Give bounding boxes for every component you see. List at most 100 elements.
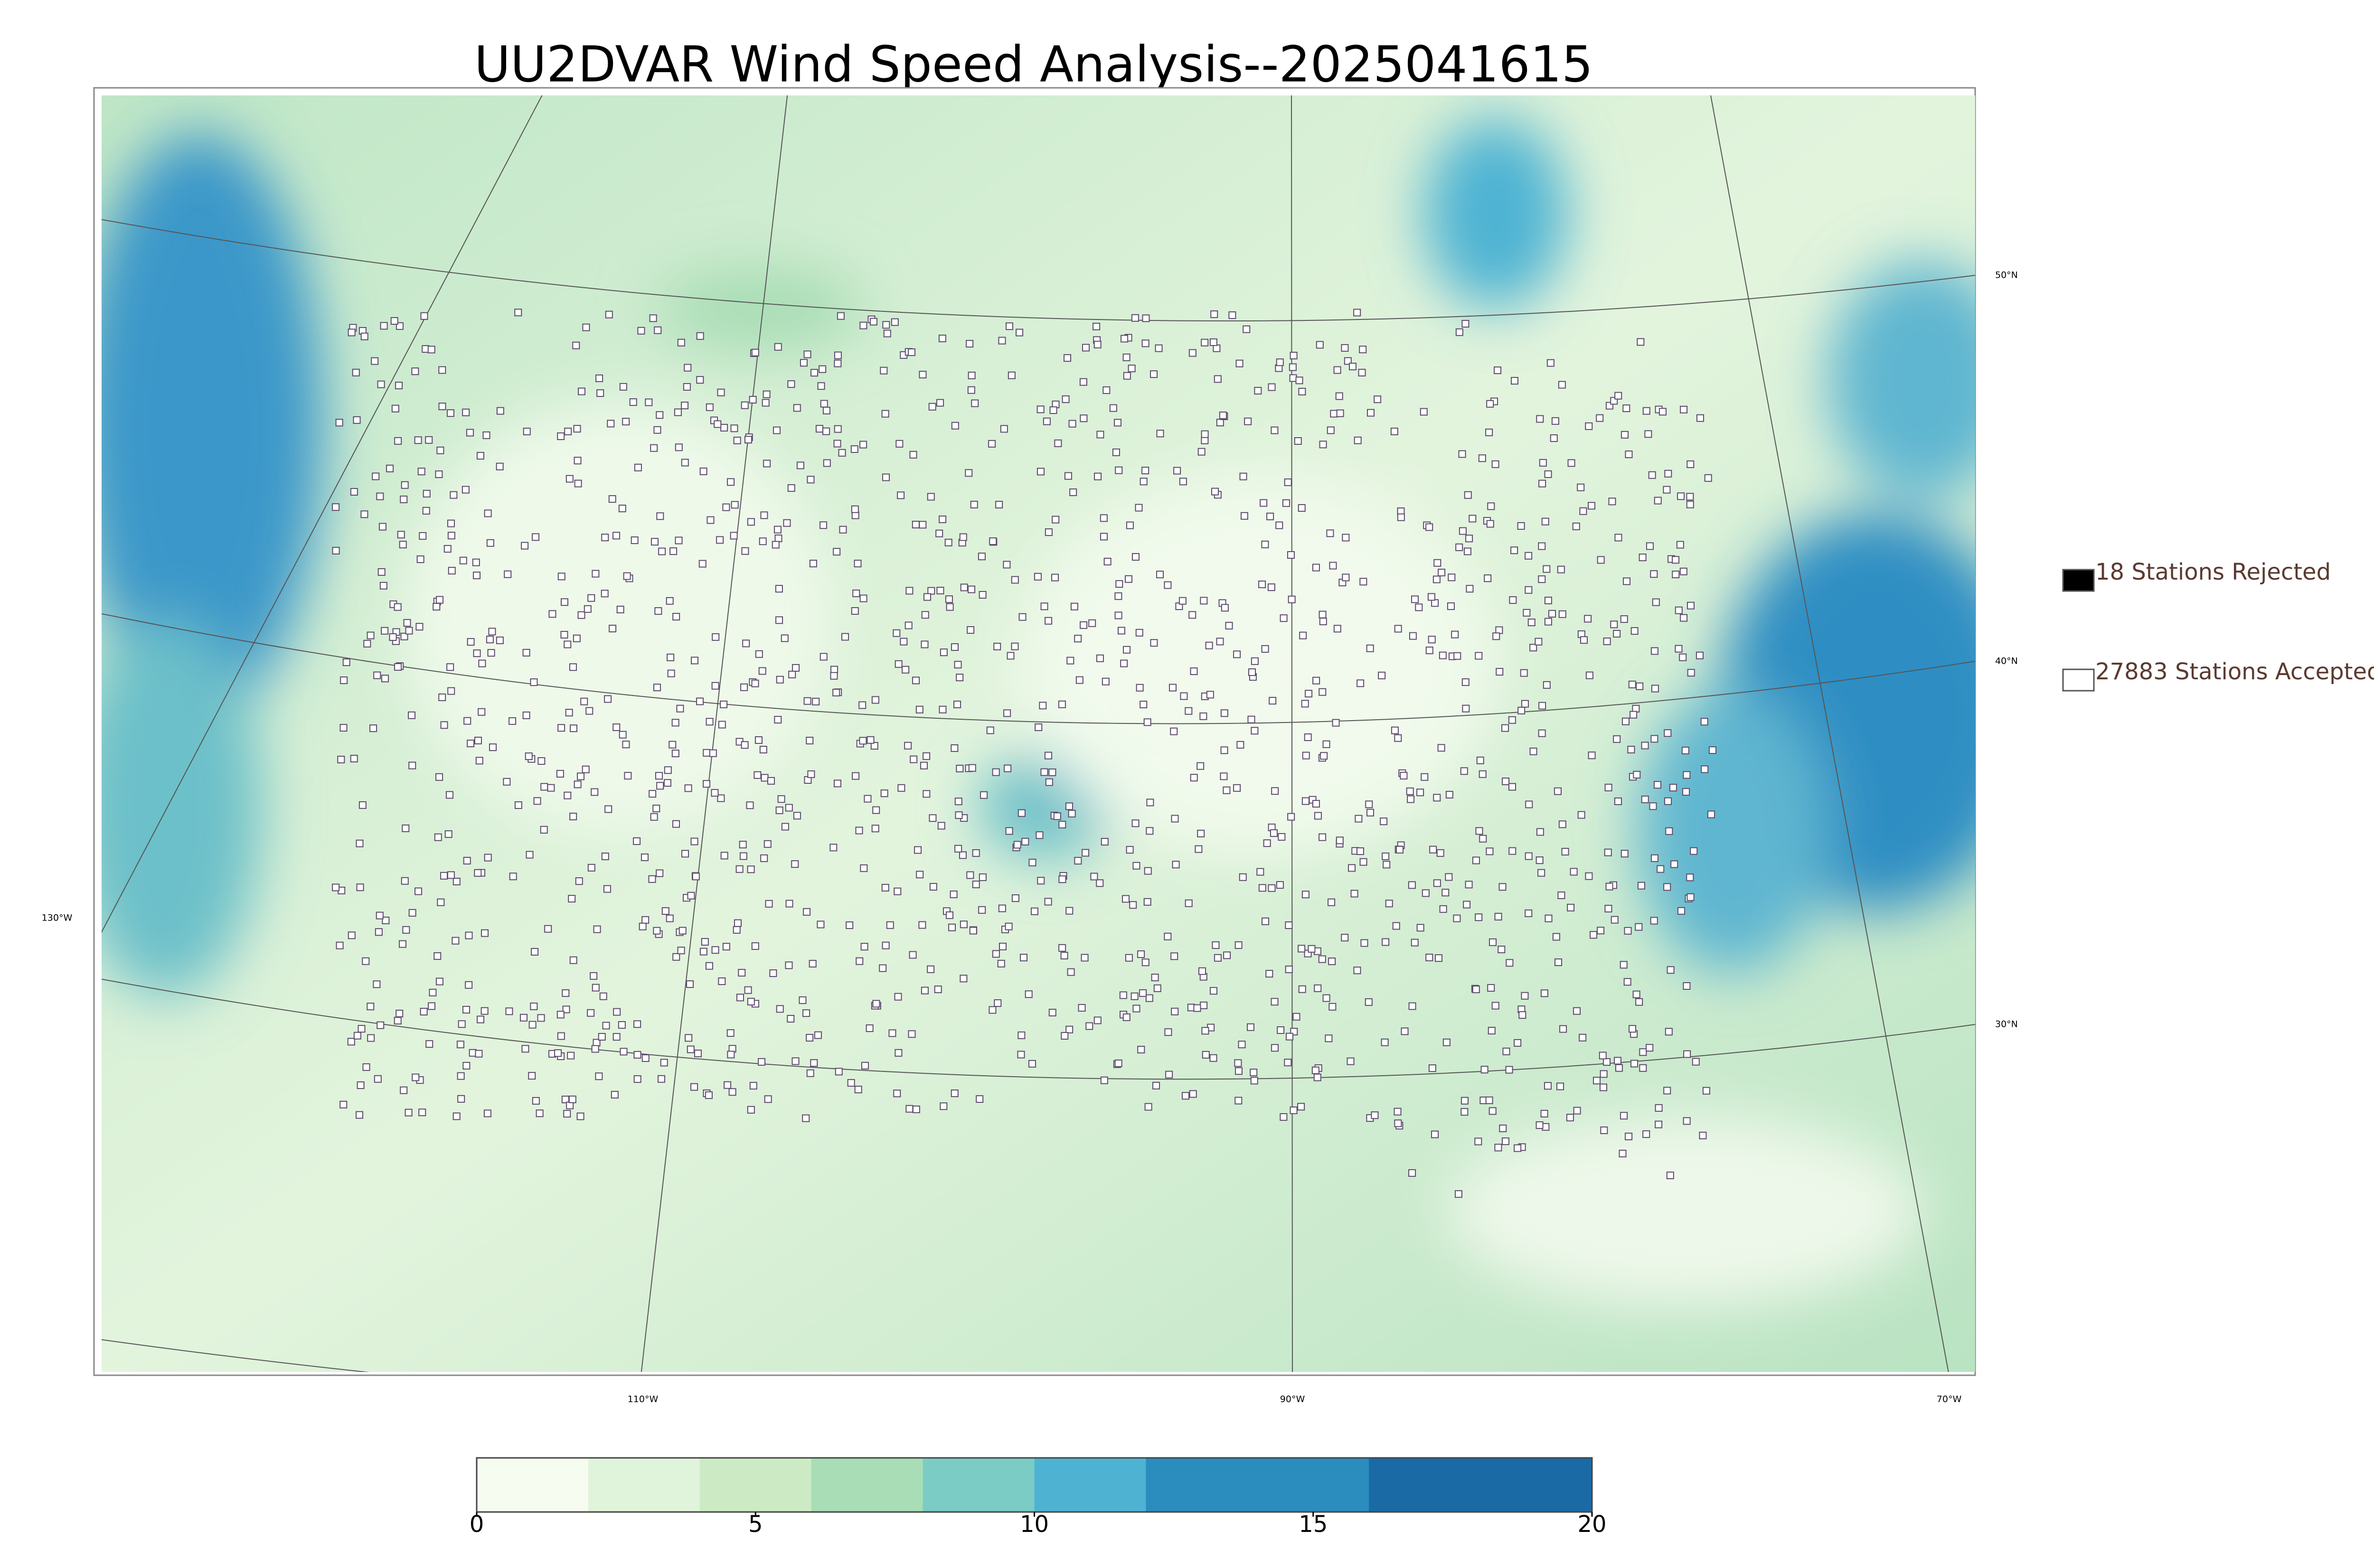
station-marker (846, 921, 854, 929)
station-marker (1496, 668, 1504, 676)
station-marker (353, 416, 361, 424)
station-marker (1121, 335, 1129, 343)
station-marker (1236, 741, 1244, 749)
station-marker (1094, 472, 1102, 480)
station-marker (741, 401, 749, 409)
station-marker (1451, 630, 1459, 638)
station-marker (904, 621, 913, 629)
station-marker (1289, 374, 1297, 382)
station-marker (569, 663, 577, 671)
station-marker (812, 697, 820, 705)
station-marker (1620, 850, 1629, 858)
station-marker (1552, 933, 1560, 941)
station-marker (463, 717, 471, 725)
station-marker (376, 911, 384, 920)
station-marker (1521, 700, 1529, 708)
station-marker (1484, 574, 1492, 582)
station-marker (1394, 1119, 1402, 1127)
station-marker (405, 1108, 413, 1117)
station-marker (740, 683, 748, 691)
station-marker (722, 943, 730, 951)
station-marker (1632, 990, 1640, 998)
station-marker (758, 1058, 766, 1066)
station-marker (735, 865, 744, 873)
station-marker (852, 589, 860, 597)
station-marker (580, 697, 588, 705)
station-marker (675, 536, 683, 545)
station-marker (817, 920, 825, 929)
station-marker (565, 709, 573, 717)
station-marker (612, 723, 621, 731)
station-marker (1298, 985, 1306, 993)
station-marker (1151, 974, 1159, 982)
station-marker (340, 676, 348, 685)
station-marker (759, 537, 767, 545)
station-marker (394, 437, 402, 445)
station-marker (1251, 727, 1259, 735)
station-marker (762, 399, 770, 407)
station-marker (1454, 1190, 1462, 1198)
station-marker (1185, 899, 1193, 907)
station-marker (591, 788, 599, 796)
station-marker (577, 772, 585, 780)
station-marker (339, 724, 348, 732)
station-marker (718, 721, 726, 729)
station-marker (1597, 927, 1605, 935)
station-marker (1702, 1087, 1710, 1095)
station-marker (452, 1112, 461, 1120)
station-marker (376, 492, 384, 500)
station-marker (1139, 989, 1147, 997)
station-marker (394, 1016, 402, 1024)
station-marker (605, 310, 613, 319)
station-marker (1013, 841, 1021, 849)
station-marker (1558, 381, 1566, 389)
station-marker (1630, 627, 1639, 635)
station-marker (822, 427, 830, 435)
station-marker (705, 1091, 713, 1099)
station-marker (591, 1045, 599, 1053)
station-marker (537, 757, 546, 765)
station-marker (1171, 815, 1179, 823)
station-marker (1328, 1003, 1337, 1011)
station-marker (1221, 604, 1229, 612)
station-marker (1488, 1027, 1496, 1035)
station-marker (1318, 955, 1326, 963)
station-marker (1025, 990, 1033, 998)
station-marker (1433, 794, 1441, 802)
station-marker (677, 947, 685, 955)
station-marker (760, 854, 768, 862)
station-marker (904, 742, 912, 750)
station-marker (910, 755, 918, 763)
station-marker (880, 366, 888, 375)
station-marker (1292, 1013, 1300, 1021)
station-marker (1475, 827, 1483, 835)
station-marker (1548, 610, 1556, 618)
station-marker (681, 459, 689, 467)
station-marker (1537, 869, 1545, 877)
station-marker (604, 805, 612, 813)
station-marker (686, 980, 694, 988)
station-marker (377, 1021, 385, 1029)
station-marker (1506, 959, 1514, 967)
station-marker (1233, 650, 1241, 658)
station-marker (1168, 684, 1177, 692)
station-marker (1462, 704, 1470, 713)
station-marker (1311, 1066, 1319, 1074)
station-marker (1453, 652, 1461, 660)
station-marker (921, 611, 929, 619)
station-marker (1058, 700, 1066, 708)
station-marker (447, 519, 455, 527)
station-marker (1353, 309, 1361, 317)
station-marker (1488, 1107, 1497, 1115)
station-marker (1298, 504, 1306, 512)
station-marker (1624, 927, 1632, 935)
station-marker (1475, 652, 1483, 660)
station-marker (1527, 619, 1536, 627)
station-marker (1365, 998, 1373, 1006)
station-marker (1126, 521, 1134, 529)
station-marker (367, 1034, 375, 1042)
station-marker (775, 585, 783, 593)
station-marker (587, 1009, 595, 1017)
station-marker (656, 411, 664, 419)
station-marker (1290, 352, 1298, 360)
